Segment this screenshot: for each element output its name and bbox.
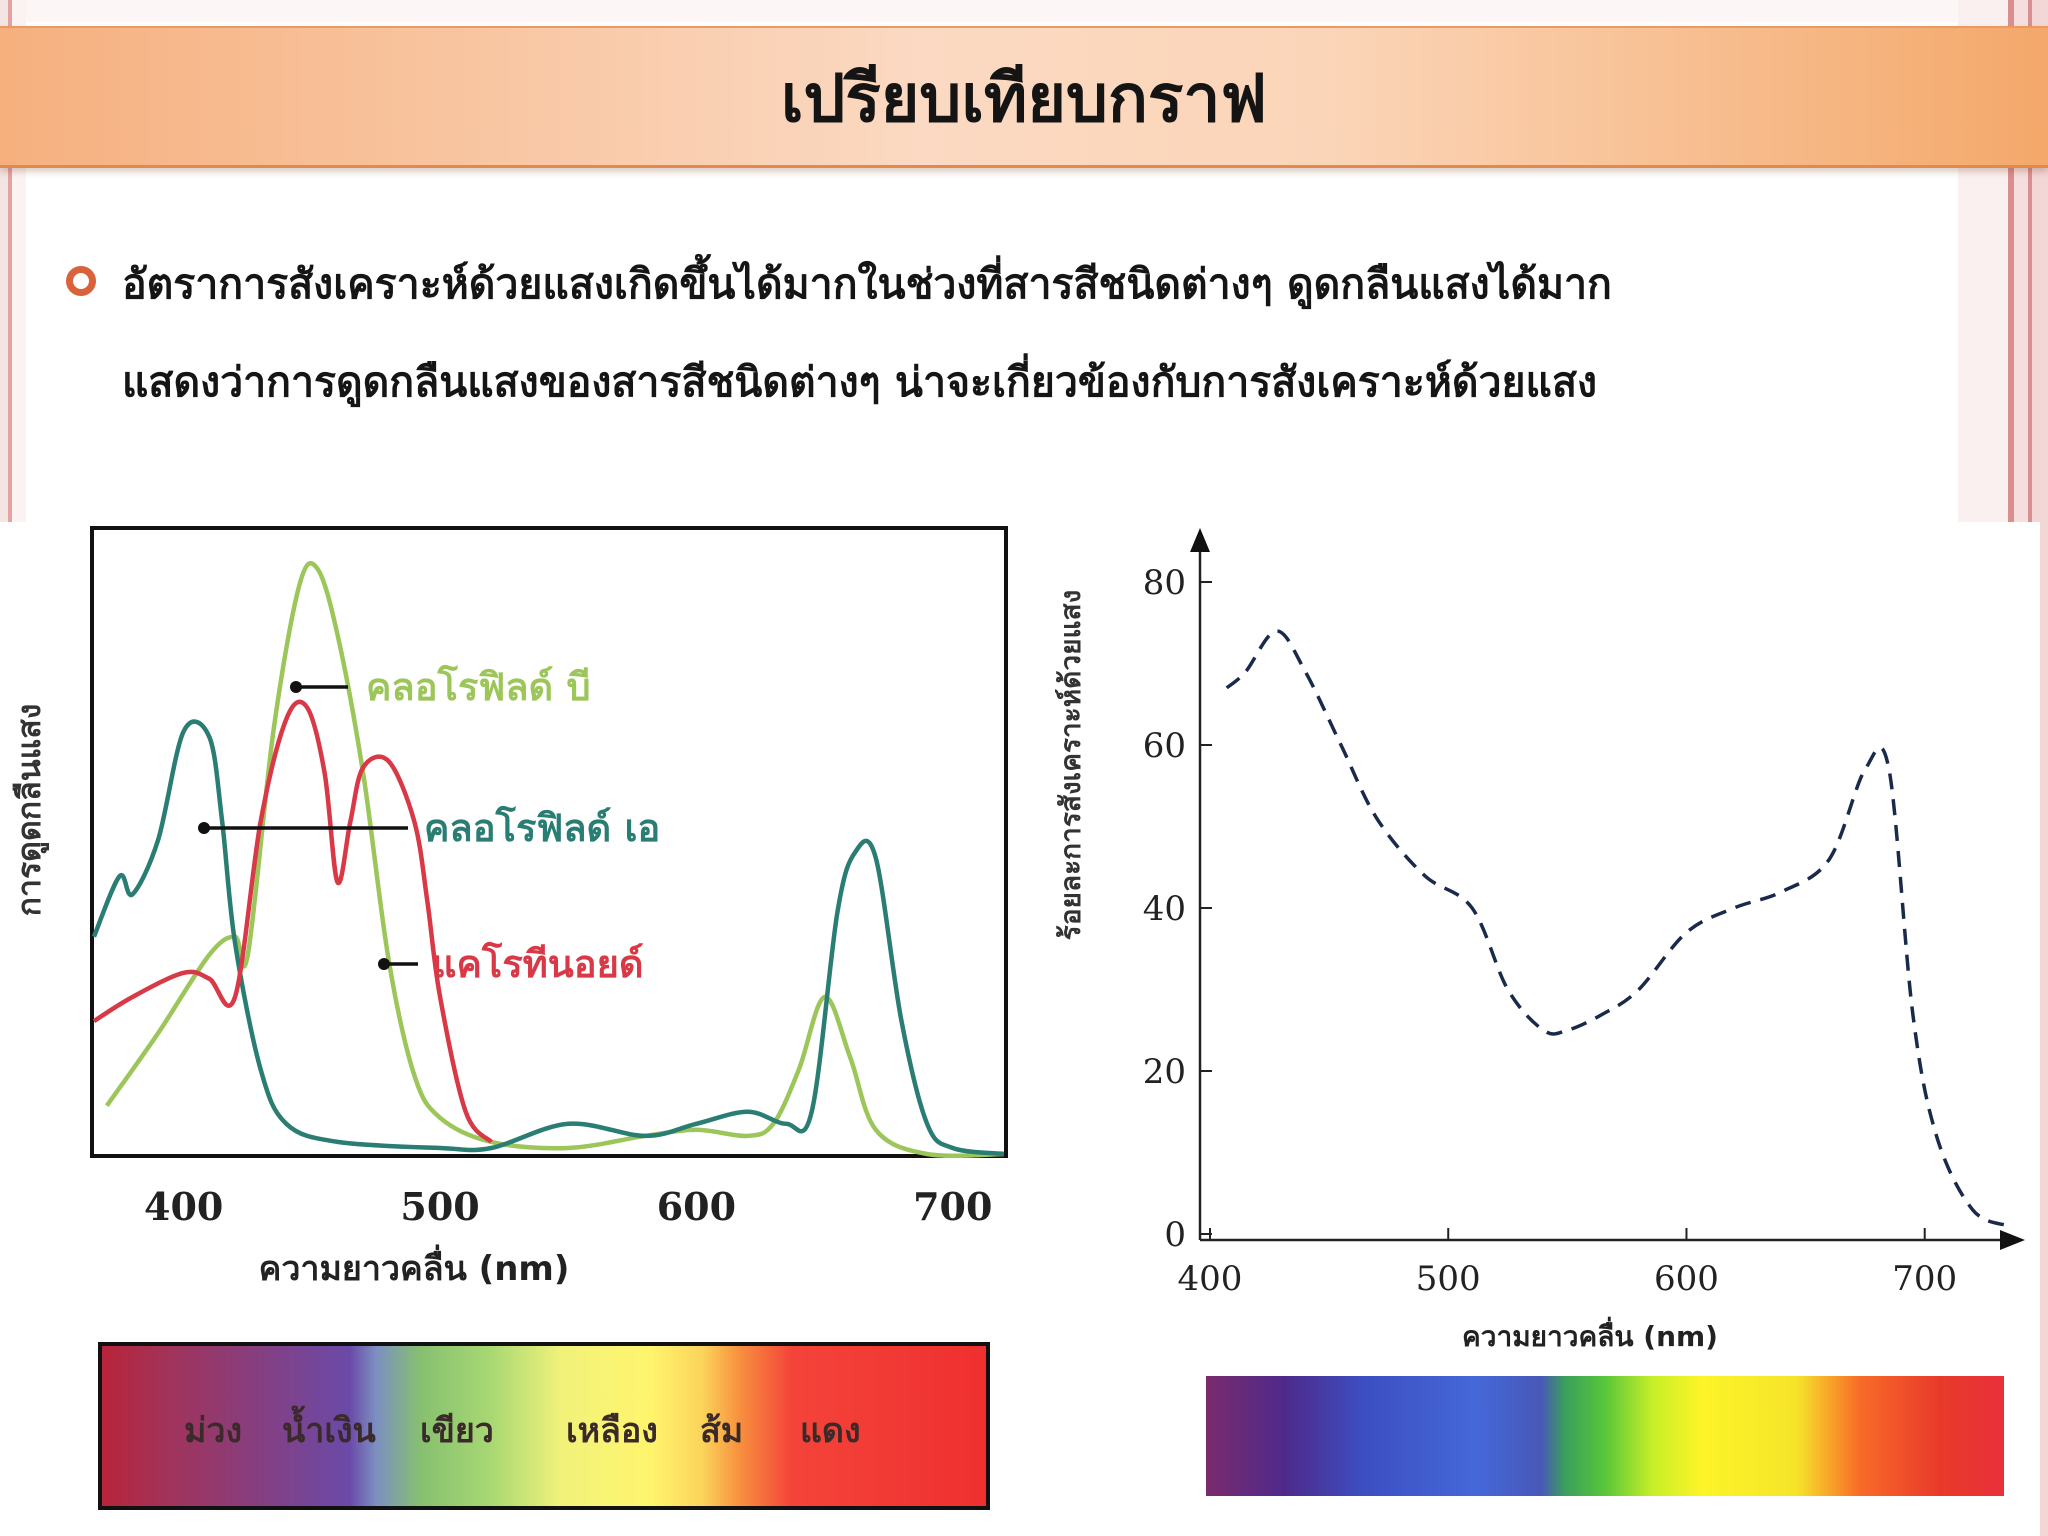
photosynthesis-x-tick-1: 500	[1416, 1259, 1481, 1299]
photosynthesis-x-tick-2: 600	[1654, 1259, 1719, 1299]
absorption-x-tick-2: 600	[657, 1184, 736, 1229]
body-text-line-2: แสดงว่าการดูดกลืนแสงของสารสีชนิดต่างๆ น่…	[122, 358, 1597, 406]
photosynthesis-x-tick-0: 400	[1178, 1259, 1243, 1299]
absorption-x-tick-1: 500	[400, 1184, 479, 1229]
photosynthesis-x-tick-3: 700	[1892, 1259, 1957, 1299]
absorption-label-dot-0	[290, 681, 302, 693]
top-border	[0, 0, 2048, 22]
absorption-series-label-1: คลอโรฟิลด์ เอ	[424, 805, 660, 850]
absorption-plot-frame	[90, 526, 1008, 1158]
body-text-line-1: อัตราการสังเคราะห์ด้วยแสงเกิดขึ้นได้มากใ…	[122, 260, 1612, 308]
spectrum-label-violet: ม่วง	[184, 1411, 243, 1451]
photosynthesis-y-tick-0: 0	[1164, 1215, 1186, 1255]
photosynthesis-y-axis-label: ร้อยละการสังเคราะห์ด้วยแสง	[1054, 590, 1087, 941]
spectrum-label-blue: น้ำเงิน	[282, 1411, 376, 1451]
absorption-chart: 400 500 600 700 คลอโรฟิลด์ บีคลอโรฟิลด์ เอแ…	[10, 526, 1008, 1289]
absorption-series-label-2: แคโรทีนอยด์	[432, 941, 644, 986]
absorption-x-tick-3: 700	[913, 1184, 992, 1229]
bullet-circle-icon	[66, 266, 96, 296]
absorption-series-2	[92, 699, 494, 1144]
spectrum-label-red: แดง	[800, 1411, 861, 1451]
photosynthesis-y-tick-3: 60	[1143, 726, 1186, 766]
spectrum-label-orange: ส้ม	[700, 1411, 744, 1451]
photosynthesis-ticks: 0 20 40 60 80 400 500 600 700	[1143, 563, 1957, 1299]
photosynthesis-y-tick-4: 80	[1143, 563, 1186, 603]
x-axis-arrow-icon	[2000, 1230, 2025, 1250]
absorption-x-tick-0: 400	[144, 1184, 223, 1229]
absorption-series-label-0: คลอโรฟิลด์ บี	[366, 664, 591, 709]
spectrum-label-yellow: เหลือง	[566, 1411, 658, 1451]
photosynthesis-color-spectrum	[1206, 1376, 2004, 1496]
photosynthesis-x-axis-label: ความยาวคลื่น (nm)	[1462, 1316, 1718, 1353]
absorption-y-axis-label: การดูดกลืนแสง	[10, 704, 50, 917]
photosynthesis-series-0	[1225, 629, 2009, 1228]
absorption-x-axis-label: ความยาวคลื่น (nm)	[259, 1244, 570, 1289]
absorption-color-spectrum	[98, 1342, 990, 1510]
absorption-series-0	[104, 560, 1005, 1159]
absorption-series-group	[91, 560, 1005, 1159]
title-bar: เปรียบเทียบกราฟ	[0, 26, 2048, 168]
photosynthesis-series-group	[1225, 629, 2009, 1228]
absorption-label-dot-1	[198, 822, 210, 834]
photosynthesis-y-tick-1: 20	[1143, 1052, 1186, 1092]
absorption-label-dot-2	[378, 958, 390, 970]
spectrum-label-green: เขียว	[420, 1411, 494, 1451]
slide-title: เปรียบเทียบกราฟ	[780, 60, 1268, 137]
photosynthesis-y-tick-2: 40	[1143, 889, 1186, 929]
absorption-x-ticks: 400 500 600 700	[144, 1184, 992, 1229]
absorption-series-1	[91, 719, 1005, 1157]
y-axis-arrow-icon	[1190, 528, 1210, 552]
